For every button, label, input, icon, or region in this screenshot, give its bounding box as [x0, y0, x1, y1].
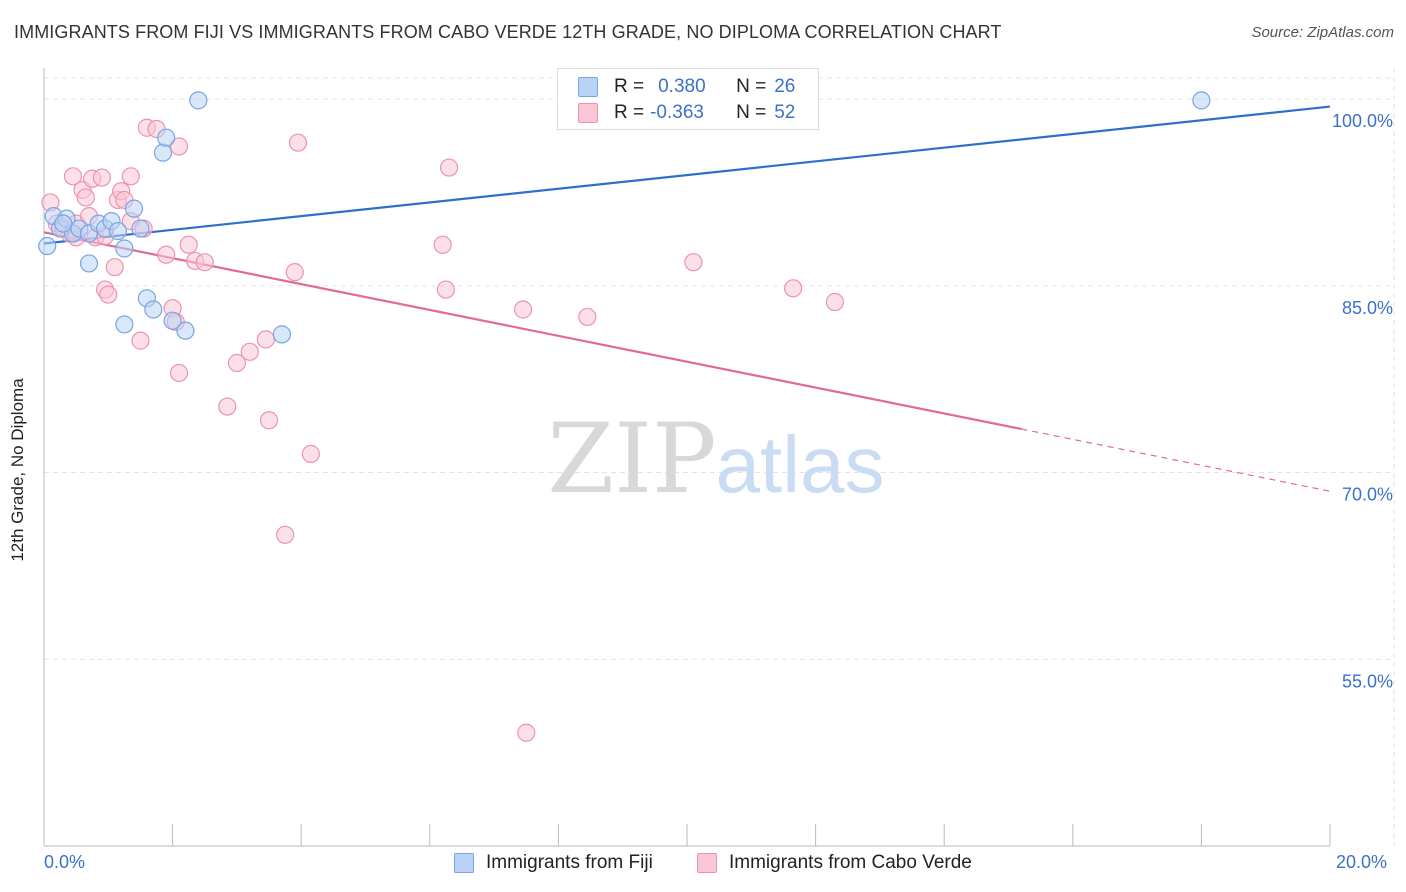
series-legend: Immigrants from Fiji Immigrants from Cab… [0, 852, 1406, 878]
fiji-r-value: 0.380 [658, 76, 706, 97]
stats-legend: R = 0.380 N = 26 R = -0.363 N = 52 [557, 68, 819, 130]
x-tick-right: 20.0% [1336, 852, 1388, 872]
data-points [38, 91, 1211, 742]
fiji-legend-swatch [454, 853, 474, 873]
cabo-point-35 [256, 330, 275, 349]
legend-item-fiji: Immigrants from Fiji [454, 852, 653, 874]
legend-item-cabo: Immigrants from Cabo Verde [697, 852, 972, 874]
y-tick-label-2: 70.0% [1342, 485, 1393, 505]
y-tick-label-3: 55.0% [1342, 671, 1393, 691]
y-tick-label-0: 100.0% [1332, 111, 1393, 131]
cabo-point-49 [825, 292, 844, 312]
fiji-n-value: 26 [774, 76, 796, 97]
fiji-point-0 [38, 236, 57, 256]
cabo-point-12 [92, 168, 111, 187]
y-tick-label-1: 85.0% [1342, 298, 1393, 318]
fiji-trend-line [43, 105, 1331, 245]
fiji-swatch [578, 77, 598, 97]
fiji-point-24 [1192, 91, 1211, 110]
cabo-point-21 [131, 331, 150, 350]
cabo-swatch [578, 103, 598, 123]
cabo-point-46 [578, 307, 597, 327]
cabo-trend-line-extension [1021, 428, 1331, 492]
cabo-point-38 [285, 263, 304, 282]
legend-row-fiji: R = 0.380 N = 26 [578, 74, 795, 100]
fiji-legend-label: Immigrants from Fiji [486, 852, 653, 873]
watermark-atlas: atlas [716, 420, 885, 509]
cabo-point-43 [439, 158, 459, 177]
cabo-point-42 [436, 280, 455, 299]
cabo-point-48 [783, 279, 803, 298]
cabo-point-34 [240, 342, 259, 361]
fiji-point-22 [115, 315, 134, 334]
cabo-point-39 [288, 133, 308, 152]
fiji-point-25 [54, 214, 73, 233]
watermark-zip: ZIP [547, 403, 716, 515]
cabo-point-28 [169, 137, 189, 156]
cabo-point-15 [105, 258, 124, 277]
n-label: N = [736, 102, 767, 123]
cabo-point-45 [517, 723, 536, 742]
cabo-point-47 [684, 253, 703, 272]
watermark: ZIP atlas [547, 403, 884, 515]
cabo-point-14 [99, 285, 118, 304]
chart-title: IMMIGRANTS FROM FIJI VS IMMIGRANTS FROM … [14, 22, 1002, 42]
fiji-point-20 [176, 321, 195, 340]
cabo-point-27 [169, 363, 189, 383]
fiji-point-23 [272, 325, 292, 344]
cabo-point-40 [301, 444, 320, 463]
r-label: R = [614, 102, 645, 123]
y-tick-labels: 100.0% 85.0% 70.0% 55.0% [1332, 111, 1393, 691]
cabo-point-31 [195, 253, 214, 272]
cabo-n-value: 52 [774, 102, 796, 123]
cabo-point-32 [218, 397, 237, 416]
fiji-point-21 [189, 91, 208, 110]
fiji-point-17 [153, 143, 173, 162]
fiji-point-19 [163, 311, 182, 330]
n-label: N = [736, 76, 767, 97]
legend-row-cabo: R = -0.363 N = 52 [578, 100, 795, 126]
cabo-legend-swatch [697, 853, 717, 873]
fiji-point-14 [79, 254, 99, 273]
cabo-point-41 [433, 235, 452, 254]
cabo-point-29 [179, 235, 198, 254]
fiji-point-12 [124, 199, 144, 218]
cabo-point-20 [121, 167, 140, 186]
cabo-r-value: -0.363 [650, 102, 704, 123]
cabo-point-37 [276, 525, 295, 544]
cabo-point-33 [227, 353, 246, 373]
fiji-point-11 [115, 239, 134, 258]
cabo-point-44 [513, 300, 533, 319]
fiji-point-13 [131, 219, 150, 238]
fiji-point-10 [108, 221, 128, 241]
cabo-point-8 [76, 188, 95, 207]
x-tick-left: 0.0% [44, 852, 86, 872]
cabo-legend-label: Immigrants from Cabo Verde [729, 852, 972, 873]
source-label: Source: ZipAtlas.com [1251, 24, 1394, 41]
y-axis-label: 12th Grade, No Diploma [8, 378, 27, 562]
cabo-point-6 [63, 167, 83, 186]
r-label: R = [614, 76, 645, 97]
fiji-point-18 [157, 128, 176, 147]
cabo-point-36 [259, 411, 279, 430]
fiji-point-16 [144, 300, 163, 319]
cabo-point-24 [157, 245, 176, 264]
